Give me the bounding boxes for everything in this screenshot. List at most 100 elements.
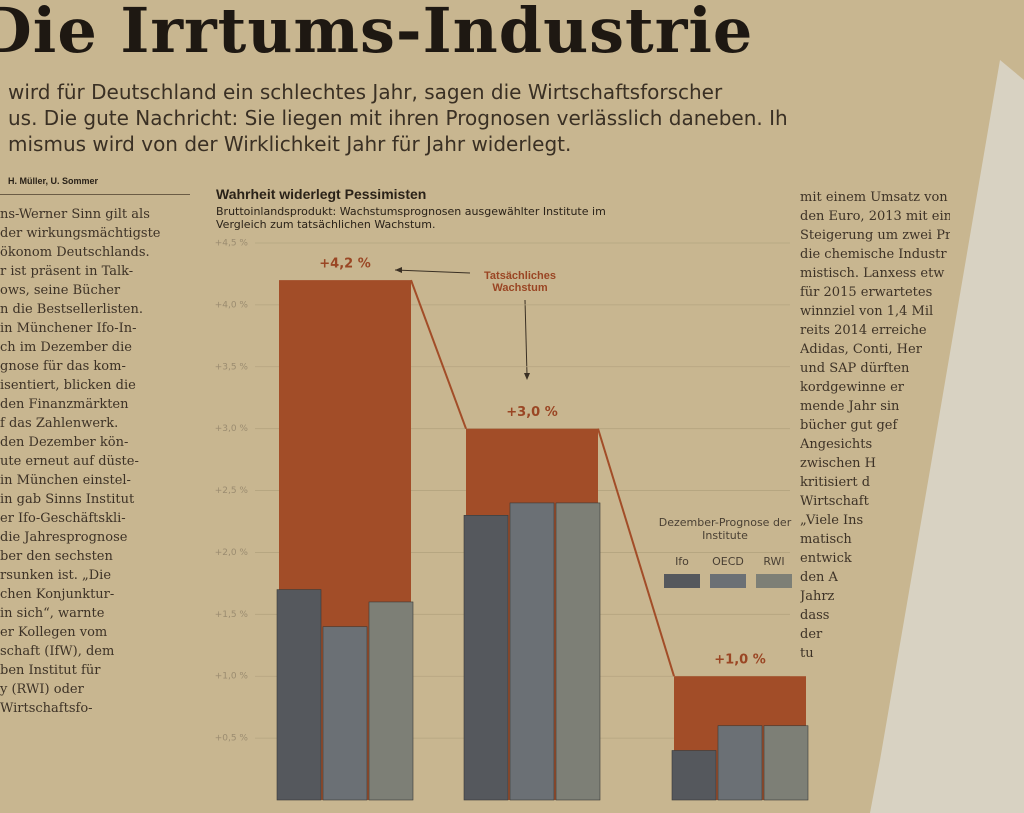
text-line: isentiert, blicken die — [0, 378, 136, 393]
text-line: ns-Werner Sinn gilt als — [0, 207, 150, 222]
text-line: reits 2014 erreiche — [800, 323, 927, 338]
text-line: den Euro, 2013 mit ein — [800, 209, 950, 224]
text-line: mende Jahr sin — [800, 399, 900, 414]
text-line: Angesichts — [800, 437, 873, 452]
text-line: die Jahresprognose — [0, 530, 128, 545]
legend-label: Ifo — [675, 555, 689, 568]
bar — [671, 750, 717, 801]
text-line: Steigerung um zwei Pr — [800, 228, 950, 243]
text-line: bücher gut gef — [800, 418, 898, 433]
bar — [763, 725, 809, 801]
text-line: ch im Dezember die — [0, 340, 132, 355]
legend-title: Dezember-Prognose der Institute — [658, 516, 792, 542]
text-line: der wirkungsmächtigste — [0, 226, 161, 241]
y-tick-label: +4,0 % — [215, 300, 249, 310]
text-line: er Kollegen vom — [0, 625, 108, 640]
text-line: ute erneut auf düste- — [0, 454, 139, 469]
bar — [509, 502, 555, 801]
bar — [555, 502, 601, 801]
byline: H. Müller, U. Sommer — [8, 176, 99, 186]
text-line: Wirtschaft — [800, 494, 869, 509]
bar — [368, 601, 414, 801]
y-tick-label: +3,0 % — [215, 424, 249, 434]
text-line: rsunken ist. „Die — [0, 568, 112, 583]
value-label: +3,0 % — [506, 405, 557, 420]
text-line: die chemische Industr — [800, 247, 947, 262]
lead-line: us. Die gute Nachricht: Sie liegen mit i… — [8, 106, 788, 130]
legend-label: RWI — [763, 555, 784, 568]
arrow — [394, 269, 471, 274]
text-line: f das Zahlenwerk. — [0, 416, 119, 431]
text-line: tu — [800, 646, 814, 661]
connector — [410, 279, 467, 430]
text-line: und SAP dürften — [800, 361, 910, 376]
y-tick-label: +4,5 % — [215, 239, 249, 249]
headline: Die Irrtums-Industrie — [0, 0, 754, 67]
text-line: „Viele Ins — [800, 513, 864, 528]
legend-label: OECD — [712, 555, 744, 568]
text-line: gnose für das kom- — [0, 359, 126, 374]
text-line: schaft (IfW), dem — [0, 644, 115, 659]
chart-subtitle: Bruttoinlandsprodukt: Wachstumsprognosen… — [216, 205, 606, 231]
bar — [322, 626, 368, 801]
value-label: +4,2 % — [319, 257, 370, 272]
text-line: für 2015 erwartetes — [800, 285, 933, 300]
text-line: y (RWI) oder — [0, 682, 84, 697]
text-line: zwischen H — [800, 456, 876, 471]
text-line: r ist präsent in Talk- — [0, 264, 134, 279]
chart-title: Wahrheit widerlegt Pessimisten — [216, 186, 427, 202]
y-tick-label: +0,5 % — [215, 734, 249, 744]
text-line: den A — [800, 570, 838, 585]
text-line: winnziel von 1,4 Mil — [800, 304, 934, 319]
arrow-head — [395, 267, 402, 273]
bar — [463, 515, 509, 801]
text-line: den Dezember kön- — [0, 435, 129, 450]
right-column: mit einem Umsatz von 2 den Euro, 2013 mit… — [800, 188, 950, 663]
text-line: mistisch. Lanxess etw — [800, 266, 945, 281]
text-line: ows, seine Bücher — [0, 283, 121, 298]
y-tick-label: +3,5 % — [215, 362, 249, 372]
y-tick-label: +1,5 % — [215, 610, 249, 620]
rule — [0, 194, 190, 195]
bar — [276, 589, 322, 801]
text-line: Jahrz — [800, 589, 835, 604]
y-tick-label: +2,5 % — [215, 486, 249, 496]
connector — [597, 428, 675, 677]
text-line: ber den sechsten — [0, 549, 113, 564]
overlapping-paper — [870, 60, 1024, 813]
arrow-head — [524, 373, 530, 380]
legend-swatch — [664, 574, 700, 588]
text-line: ben Institut für — [0, 663, 101, 678]
left-column: ns-Werner Sinn gilt als der wirkungsmächt… — [0, 205, 192, 718]
text-line: n die Bestsellerlisten. — [0, 302, 143, 317]
text-line: in München einstel- — [0, 473, 131, 488]
text-line: chen Konjunktur- — [0, 587, 115, 602]
text-line: er Ifo-Geschäftskli- — [0, 511, 126, 526]
annotation: Tatsächliches Wachstum — [484, 270, 556, 294]
text-line: Wirtschaftsfo- — [0, 701, 93, 716]
bar — [717, 725, 763, 801]
lead-line: mismus wird von der Wirklichkeit Jahr fü… — [8, 132, 572, 156]
text-line: in sich“, warnte — [0, 606, 105, 621]
lead-line: wird für Deutschland ein schlechtes Jahr… — [8, 80, 723, 104]
text-line: mit einem Umsatz von 2 — [800, 190, 950, 205]
text-line: der — [800, 627, 823, 642]
text-line: ökonom Deutschlands. — [0, 245, 150, 260]
value-label: +1,0 % — [714, 653, 765, 668]
text-line: in Münchener Ifo-In- — [0, 321, 137, 336]
text-line: in gab Sinns Institut — [0, 492, 135, 507]
legend-swatch — [756, 574, 792, 588]
text-line: dass — [800, 608, 830, 623]
legend-swatch — [710, 574, 746, 588]
text-line: kordgewinne er — [800, 380, 905, 395]
arrow — [524, 299, 528, 376]
y-tick-label: +2,0 % — [215, 548, 249, 558]
text-line: matisch — [800, 532, 852, 547]
text-line: entwick — [800, 551, 852, 566]
text-line: Adidas, Conti, Her — [800, 342, 922, 357]
y-tick-label: +1,0 % — [215, 672, 249, 682]
text-line: kritisiert d — [800, 475, 871, 490]
text-line: den Finanzmärkten — [0, 397, 129, 412]
